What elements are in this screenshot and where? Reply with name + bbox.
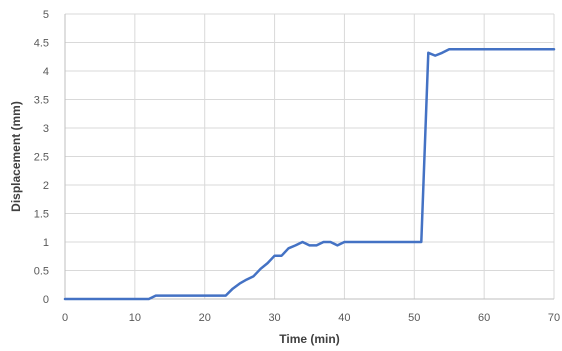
y-axis-title: Displacement (mm) [9,101,23,212]
x-tick-label: 60 [478,312,490,324]
grid-layer [65,13,555,299]
x-tick-label: 40 [338,312,350,324]
x-tick-label: 10 [129,312,141,324]
x-tick-label: 20 [199,312,211,324]
y-tick-label: 0 [43,294,49,306]
y-tick-label: 0.5 [34,266,49,278]
y-tick-label: 4 [43,66,49,78]
x-axis-title: Time (min) [279,332,339,346]
x-tick-label: 0 [62,312,68,324]
x-tick-label: 70 [548,312,560,324]
y-tick-label: 2 [43,180,49,192]
y-tick-label: 3.5 [34,95,49,107]
y-tick-label: 3 [43,123,49,135]
y-tick-label: 5 [43,9,49,21]
y-tick-label: 2.5 [34,152,49,164]
displacement-series-line [63,48,556,301]
series-layer [63,48,556,301]
y-tick-label: 1 [43,237,49,249]
y-tick-label: 1.5 [34,209,49,221]
x-tick-label: 30 [268,312,280,324]
label-layer: 00.511.522.533.544.550 10 20 30 40 50 60 70 [34,9,560,324]
x-tick-label: 50 [408,312,420,324]
y-tick-label: 4.5 [34,38,49,50]
